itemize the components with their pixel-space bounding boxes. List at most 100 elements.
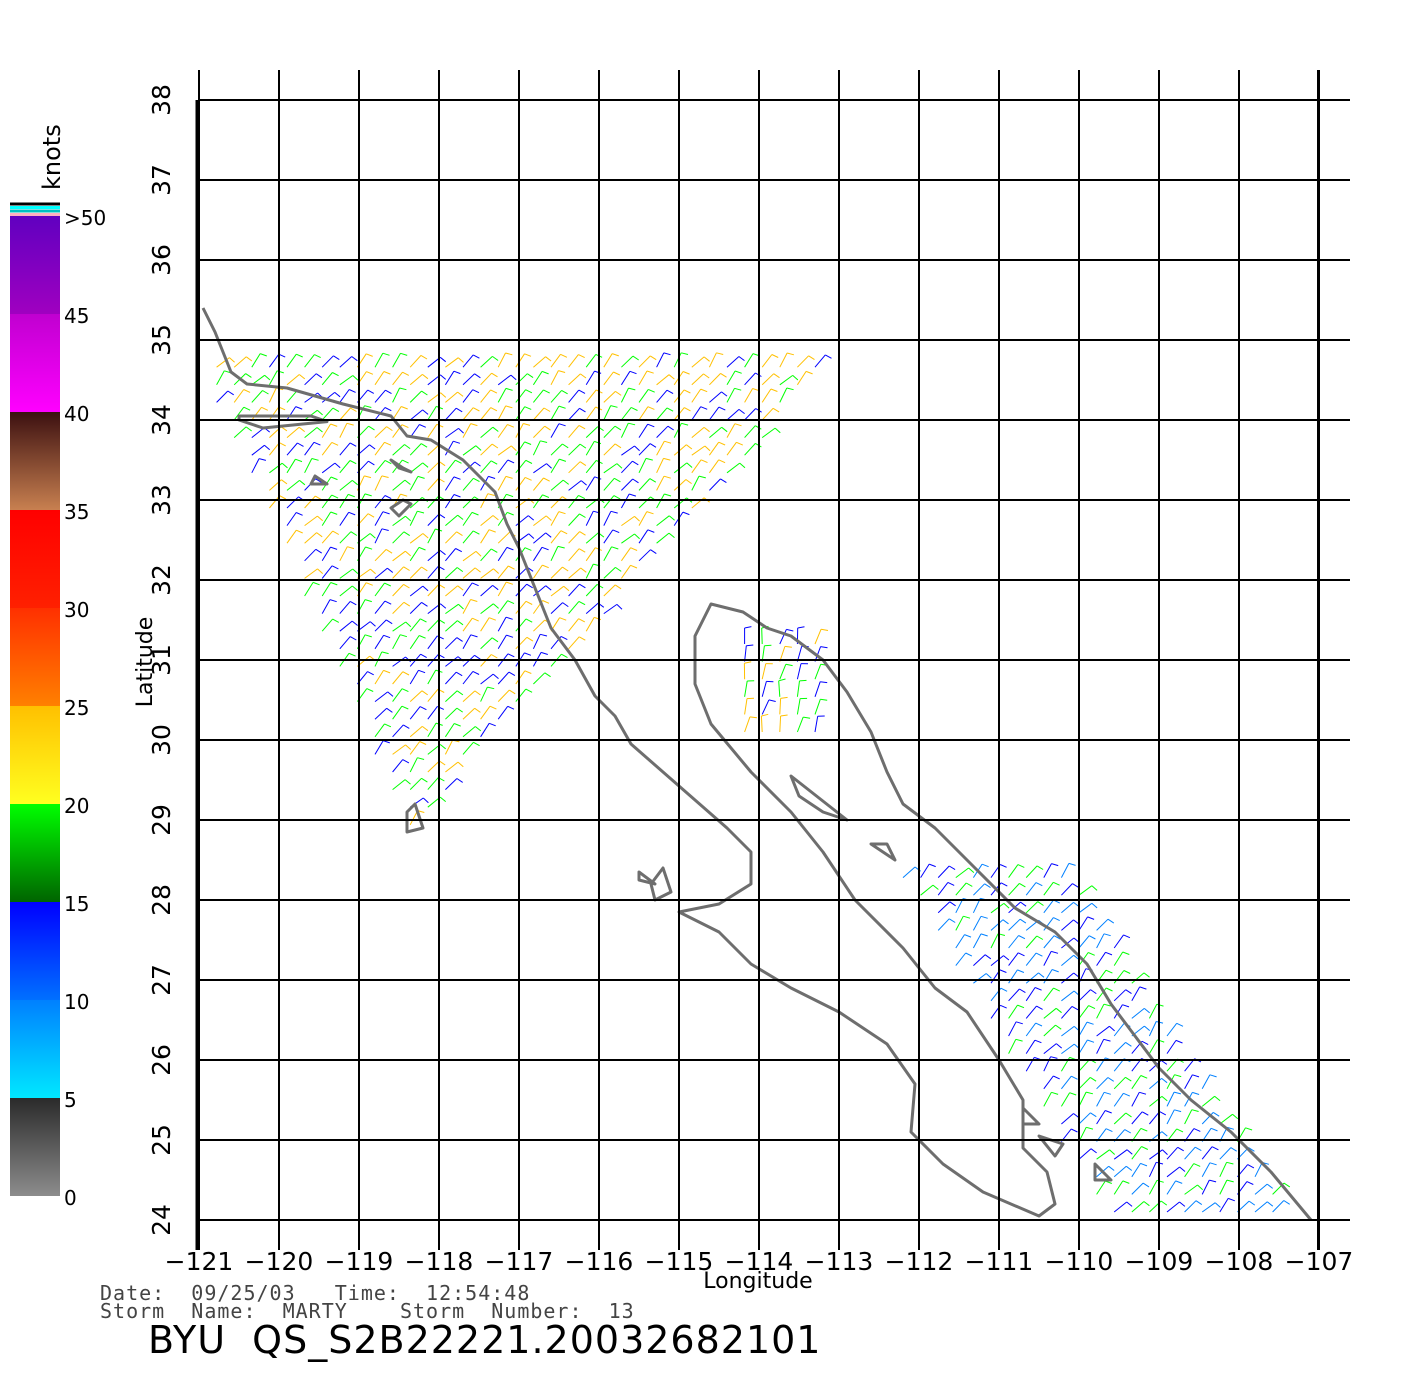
wind-barb <box>796 679 807 697</box>
wind-barb <box>1201 1095 1221 1107</box>
wind-barb <box>1148 1003 1164 1019</box>
wind-barb <box>497 565 515 579</box>
wind-barb <box>445 459 462 474</box>
colorbar-stripe <box>10 209 60 213</box>
wind-barb <box>286 442 304 456</box>
wind-barb <box>550 496 569 509</box>
wind-barb <box>533 463 552 474</box>
wind-barb <box>621 515 640 527</box>
wind-barb <box>550 353 568 368</box>
wind-barb <box>462 550 482 562</box>
wind-barb <box>973 973 992 984</box>
colorbar-segment <box>10 902 60 1000</box>
wind-barb <box>1078 1005 1096 1019</box>
wind-barb <box>1025 972 1045 984</box>
wind-barb <box>480 603 499 614</box>
wind-barb <box>1061 990 1080 1002</box>
wind-barb <box>744 353 760 368</box>
wind-barb <box>321 494 339 509</box>
wind-barb <box>304 354 321 368</box>
wind-barb <box>409 690 428 702</box>
wind-barb <box>480 443 499 456</box>
wind-barb <box>427 374 447 386</box>
wind-barb <box>339 511 356 526</box>
wind-barb <box>1148 1039 1165 1054</box>
colorbar-tick-label: 25 <box>64 696 89 720</box>
latitude-tick-label: 35 <box>147 324 176 356</box>
wind-barb <box>497 689 516 702</box>
wind-barb <box>1113 989 1132 1002</box>
wind-barb <box>339 568 359 579</box>
wind-barb <box>568 373 587 386</box>
wind-barb <box>445 603 464 615</box>
wind-barb <box>1078 1112 1097 1125</box>
wind-barb <box>480 372 498 386</box>
wind-barb <box>409 496 429 509</box>
wind-barb <box>409 546 426 562</box>
wind-barb <box>1043 1024 1062 1037</box>
wind-barb <box>1219 1147 1237 1160</box>
wind-barb <box>1043 1091 1059 1107</box>
wind-barb <box>585 476 602 491</box>
longitude-tick-label: −117 <box>485 1247 554 1276</box>
wind-barb <box>357 568 376 579</box>
latitude-tick-label: 24 <box>147 1204 176 1236</box>
wind-barb <box>1043 899 1061 914</box>
wind-barb <box>532 494 550 509</box>
wind-barb <box>709 372 727 386</box>
latitude-tick-label: 25 <box>147 1124 176 1156</box>
wind-barb <box>621 406 638 421</box>
wind-barb <box>445 707 463 720</box>
wind-barb <box>1201 1074 1217 1090</box>
wind-barb <box>374 691 394 702</box>
wind-speed-colorbar: 0 5 10 15 20 25 30 35 40 45 >50 <box>10 202 106 1210</box>
wind-barb <box>550 585 570 597</box>
wind-barb <box>445 391 464 403</box>
wind-barb <box>480 722 496 738</box>
wind-barb <box>603 546 619 562</box>
wind-barb <box>427 603 447 614</box>
wind-barb <box>339 480 359 491</box>
wind-barb <box>1149 1111 1167 1125</box>
wind-barb <box>321 392 341 403</box>
wind-barb <box>427 495 445 509</box>
wind-barb <box>409 618 427 632</box>
latitude-tick-label: 28 <box>147 884 176 916</box>
wind-barb <box>1078 935 1096 949</box>
wind-barb <box>638 443 657 456</box>
wind-barb <box>1113 1165 1133 1178</box>
wind-barb <box>374 495 392 509</box>
wind-barb <box>1043 1075 1060 1090</box>
wind-barb <box>1025 865 1044 878</box>
wind-barb <box>1043 863 1059 878</box>
wind-barb <box>304 581 320 597</box>
wind-barb <box>374 528 389 544</box>
latitude-tick-label: 30 <box>147 724 176 756</box>
wind-barb <box>462 354 480 368</box>
wind-barb <box>1043 1056 1058 1072</box>
wind-barb <box>444 494 461 509</box>
wind-barb <box>1078 885 1098 896</box>
wind-barb <box>409 475 425 491</box>
wind-barb <box>445 407 463 421</box>
wind-barb <box>409 601 428 614</box>
island-outline <box>237 414 329 430</box>
wind-barb <box>1061 883 1079 896</box>
wind-barb <box>920 884 939 896</box>
wind-barb <box>1096 1038 1111 1054</box>
wind-barb <box>656 389 674 403</box>
wind-barb <box>515 533 535 544</box>
wind-barb <box>374 600 392 614</box>
wind-barb <box>445 620 464 632</box>
wind-barb <box>497 671 516 685</box>
wind-barb <box>286 529 303 544</box>
wind-barb <box>515 353 532 368</box>
wind-barb <box>1131 1111 1149 1125</box>
wind-barb <box>1078 1076 1097 1090</box>
wind-barb <box>462 582 479 597</box>
wind-barb <box>392 566 410 579</box>
island-outline <box>389 458 413 474</box>
wind-barb <box>233 356 253 368</box>
wind-barb <box>744 388 760 403</box>
wind-barb <box>268 370 284 386</box>
